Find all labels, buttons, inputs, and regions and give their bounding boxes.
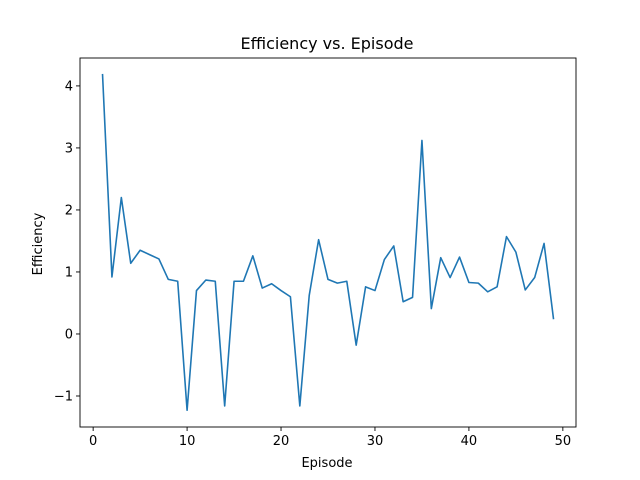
x-axis-label: Episode [301, 456, 352, 471]
x-tick-label: 30 [367, 434, 384, 449]
x-tick-label: 0 [89, 434, 97, 449]
y-axis-label: Efficiency [31, 212, 46, 275]
y-tick-label: 1 [65, 265, 73, 280]
y-tick-label: 3 [65, 141, 73, 156]
chart-title: Efficiency vs. Episode [241, 34, 414, 53]
x-tick-label: 40 [461, 434, 478, 449]
axes: 0 10 20 30 40 50 −1 0 1 2 3 4 [54, 57, 577, 449]
x-tick-label: 10 [179, 434, 196, 449]
y-tick-label: 4 [65, 79, 73, 94]
series-line-0 [101, 73, 555, 412]
y-tick-label: 2 [65, 203, 73, 218]
x-tick-label: 20 [273, 434, 290, 449]
y-tick-label: −1 [54, 389, 73, 404]
axes-frame [79, 57, 577, 428]
y-tick-label: 0 [65, 327, 73, 342]
x-tick-label: 50 [555, 434, 572, 449]
plot-area [101, 73, 555, 412]
